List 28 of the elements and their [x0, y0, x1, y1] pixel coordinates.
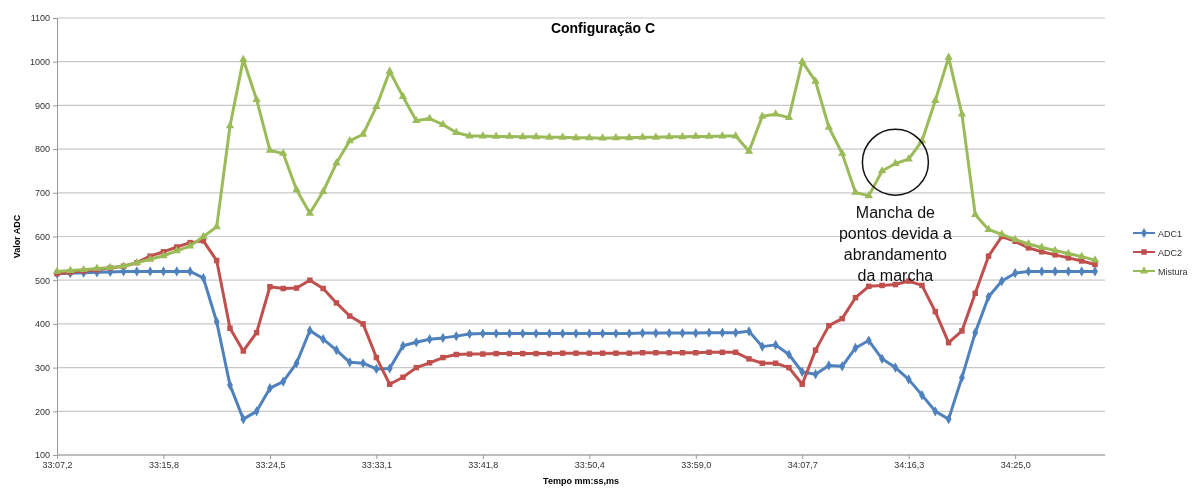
y-tick-label: 300 — [34, 362, 50, 373]
y-tick-label: 500 — [34, 275, 50, 286]
y-tick-label: 900 — [34, 100, 50, 111]
x-tick-label: 34:25,0 — [1000, 460, 1031, 471]
y-tick-label: 200 — [34, 406, 50, 417]
x-tick-label: 33:50,4 — [574, 460, 605, 471]
y-tick-label: 1000 — [29, 57, 50, 68]
y-tick-label: 1100 — [30, 13, 50, 24]
x-tick-label: 33:33,1 — [361, 460, 392, 471]
x-tick-label: 34:07,7 — [787, 460, 818, 471]
y-tick-label: 100 — [34, 450, 50, 461]
legend-label: ADC2 — [1158, 247, 1183, 258]
chart-title: Configuração C — [550, 20, 656, 36]
y-tick-label: 700 — [34, 188, 50, 199]
x-tick-label: 33:24,5 — [255, 460, 286, 471]
legend-label: ADC1 — [1158, 228, 1183, 239]
x-axis-title: Tempo mm:ss,ms — [543, 476, 619, 486]
x-tick-label: 34:16,3 — [894, 460, 925, 471]
legend-label: Mistura — [1158, 266, 1188, 277]
x-tick-label: 33:41,8 — [468, 460, 499, 471]
y-tick-label: 800 — [34, 144, 50, 155]
y-tick-label: 600 — [34, 231, 50, 242]
annotation: Mancha de pontos devida a abrandamento da marcha — [838, 204, 952, 285]
y-tick-label: 400 — [34, 319, 50, 330]
x-tick-label: 33:07,2 — [42, 460, 73, 471]
x-tick-label: 33:15,8 — [148, 460, 179, 471]
x-tick-label: 33:59,0 — [681, 460, 712, 471]
y-axis-title: Valor ADC — [12, 214, 22, 259]
